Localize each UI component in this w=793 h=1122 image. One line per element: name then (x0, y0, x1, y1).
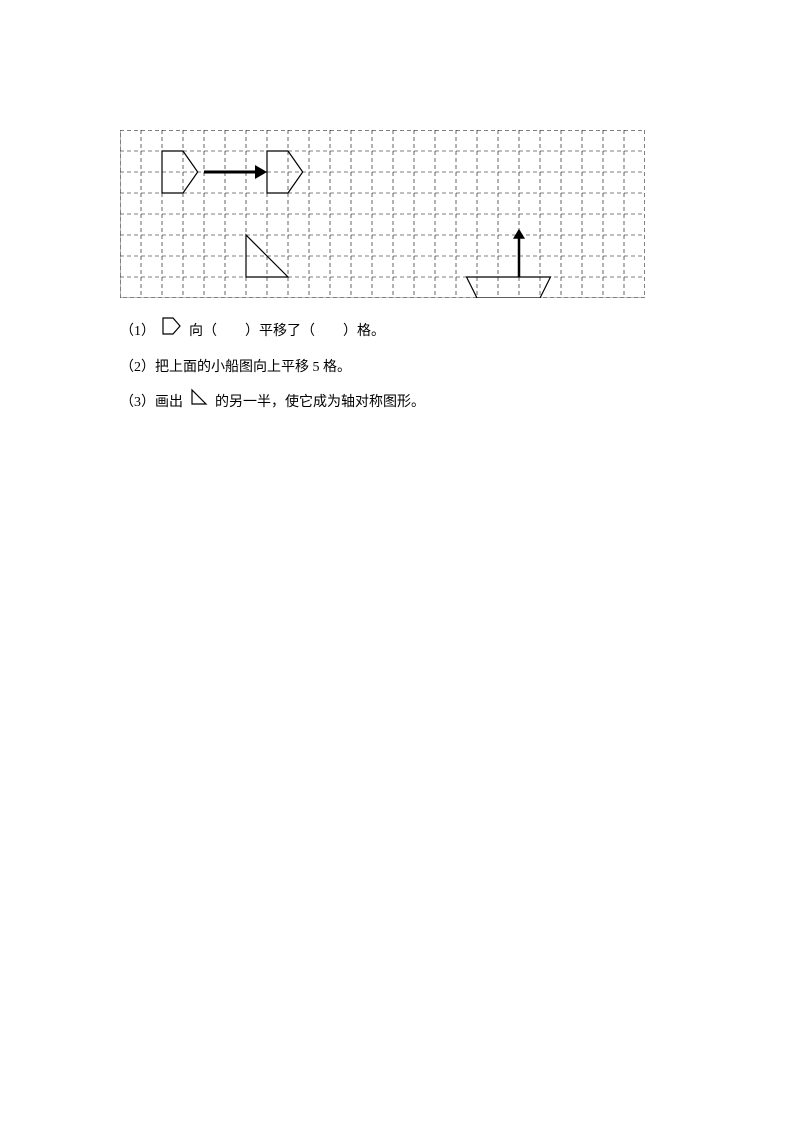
q1-label: （1） (120, 317, 155, 348)
q2-text: （2）把上面的小船图向上平移 5 格。 (120, 353, 351, 384)
pentagon-icon (161, 316, 183, 349)
q3-text: 的另一半，使它成为轴对称图形。 (215, 388, 425, 419)
question-1: （1） 向（ ）平移了（ ）格。 (120, 316, 793, 349)
question-3: （3）画出 的另一半，使它成为轴对称图形。 (120, 388, 793, 419)
q3-label: （3）画出 (120, 388, 183, 419)
triangle-icon (189, 388, 209, 419)
questions-block: （1） 向（ ）平移了（ ）格。 （2）把上面的小船图向上平移 5 格。 （3）… (120, 316, 793, 418)
question-2: （2）把上面的小船图向上平移 5 格。 (120, 353, 793, 384)
q1-text: 向（ ）平移了（ ）格。 (189, 317, 385, 348)
grid-diagram (120, 130, 645, 298)
